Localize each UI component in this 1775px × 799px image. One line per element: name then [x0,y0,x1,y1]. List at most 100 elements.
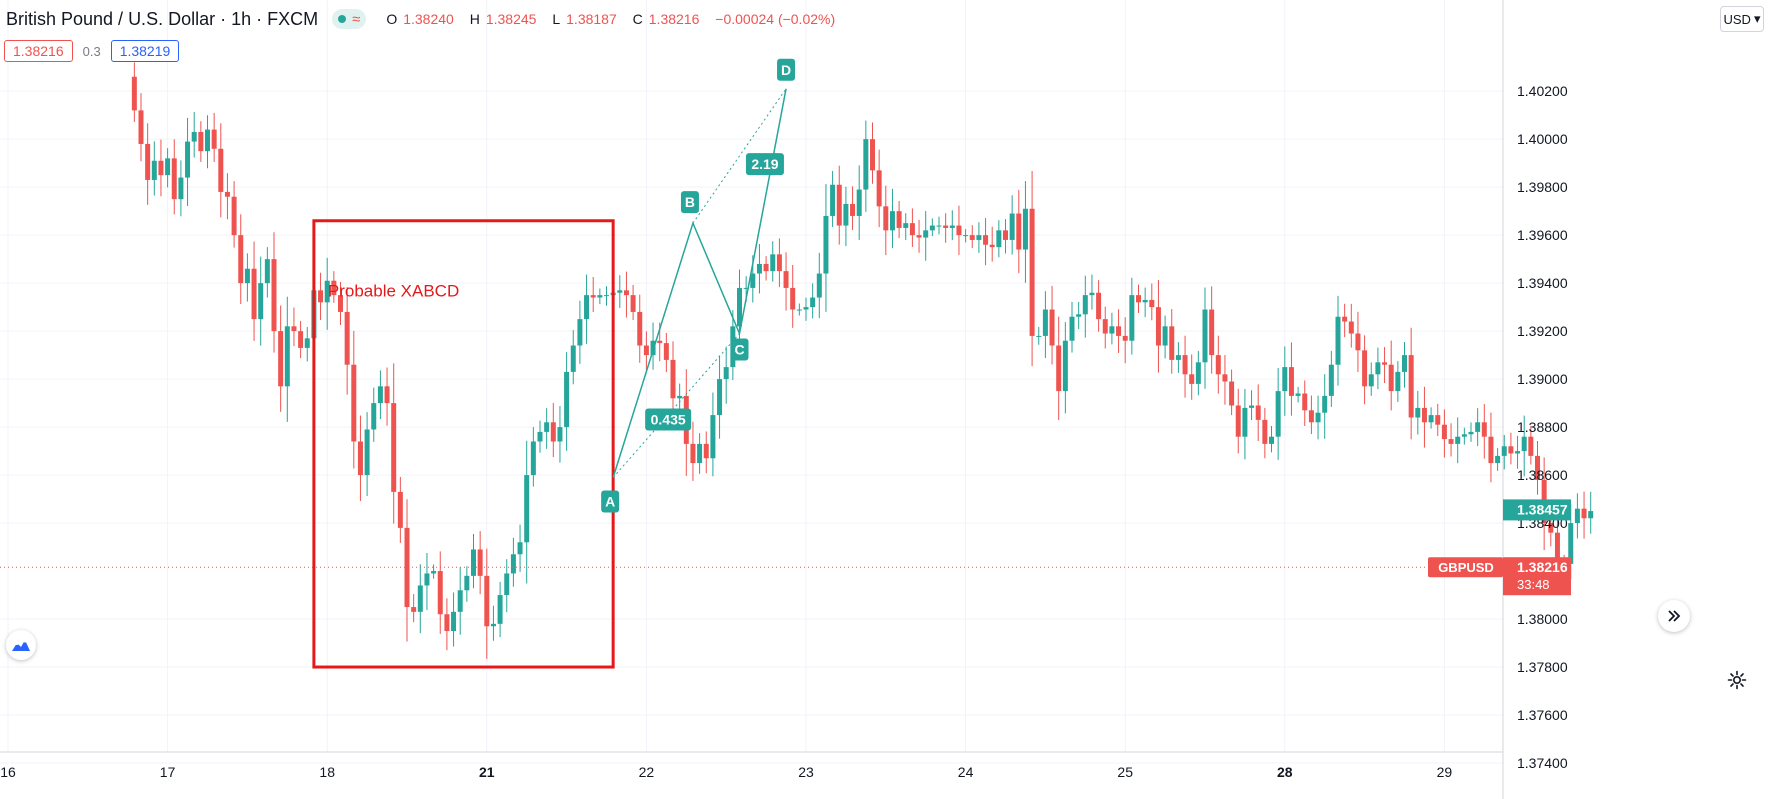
candle-body[interactable] [803,307,809,310]
candle-body[interactable] [1475,422,1481,432]
candle-body[interactable] [564,371,570,428]
candle-body[interactable] [1375,362,1381,375]
candle-body[interactable] [1215,355,1221,375]
candle-body[interactable] [145,143,151,180]
ratio-label-bd-bg[interactable] [745,153,784,176]
point-label-c-bg[interactable] [730,338,749,361]
candle-body[interactable] [1488,436,1494,464]
candle-body[interactable] [278,331,284,387]
candle-body[interactable] [384,386,390,404]
candle-body[interactable] [1335,316,1341,365]
candle-body[interactable] [1082,295,1088,315]
candle-body[interactable] [291,326,297,332]
candle-body[interactable] [1528,436,1534,456]
candle-body[interactable] [1169,326,1175,360]
candle-body[interactable] [1255,405,1261,420]
candle-body[interactable] [544,422,550,432]
candle-body[interactable] [1368,374,1374,387]
candle-body[interactable] [158,160,164,176]
candle-body[interactable] [1122,335,1128,341]
candle-body[interactable] [577,319,583,346]
candle-body[interactable] [776,254,782,272]
candle-body[interactable] [338,295,343,312]
candle-body[interactable] [1508,446,1514,454]
candle-body[interactable] [1102,319,1108,334]
candle-body[interactable] [431,571,437,574]
candle-body[interactable] [138,110,144,144]
pattern-legs[interactable] [612,88,787,478]
candle-body[interactable] [1441,424,1447,440]
candle-body[interactable] [623,290,629,296]
candle-body[interactable] [1382,362,1388,365]
candle-body[interactable] [876,170,882,207]
candle-body[interactable] [1062,340,1068,392]
candle-body[interactable] [1096,292,1102,320]
candle-body[interactable] [856,189,862,216]
candle-body[interactable] [1222,374,1228,382]
candle-body[interactable] [717,379,723,416]
candle-body[interactable] [351,364,357,442]
candle-body[interactable] [1448,439,1454,444]
candle-body[interactable] [224,191,230,197]
candle-body[interactable] [1042,309,1048,336]
candle-body[interactable] [271,259,277,332]
candle-body[interactable] [550,422,556,442]
candle-body[interactable] [1069,316,1075,341]
candle-body[interactable] [1355,333,1361,351]
candle-body[interactable] [1581,508,1587,519]
candle-body[interactable] [630,295,636,312]
candle-body[interactable] [218,148,224,192]
candle-body[interactable] [796,309,802,311]
candle-body[interactable] [391,403,397,492]
candle-body[interactable] [444,614,450,632]
candle-body[interactable] [524,475,530,543]
candle-body[interactable] [763,263,769,272]
candle-body[interactable] [344,311,350,365]
candle-body[interactable] [404,527,410,608]
candle-body[interactable] [510,554,516,574]
candle-body[interactable] [909,223,915,236]
candle-body[interactable] [1302,393,1308,411]
candle-body[interactable] [1308,410,1314,423]
candle-body[interactable] [231,196,237,236]
candle-body[interactable] [1322,395,1328,413]
market-status-icon[interactable] [338,15,347,23]
candle-body[interactable] [710,415,716,459]
candle-body[interactable] [1574,508,1580,524]
candle-body[interactable] [1408,355,1414,418]
candle-body[interactable] [1288,367,1294,396]
candle-body[interactable] [770,254,776,272]
candle-body[interactable] [604,295,609,297]
candle-body[interactable] [397,491,403,528]
currency-button[interactable]: USD ▾ [1720,6,1764,32]
candle-body[interactable] [1342,316,1348,322]
candle-body[interactable] [843,203,849,226]
candle-body[interactable] [1521,436,1527,452]
candle-body[interactable] [304,338,310,348]
candle-body[interactable] [1009,213,1015,240]
candle-body[interactable] [298,331,304,348]
candle-body[interactable] [411,607,417,612]
candle-body[interactable] [1388,364,1394,392]
candle-body[interactable] [244,268,250,284]
candle-body[interactable] [1182,355,1188,375]
candle-body[interactable] [1515,451,1521,454]
candle-body[interactable] [1455,436,1461,444]
candle-body[interactable] [697,443,703,464]
candle-body[interactable] [969,235,975,240]
candle-body[interactable] [956,225,962,236]
candle-body[interactable] [1175,355,1181,360]
candle-body[interactable] [1129,295,1135,341]
candle-body[interactable] [490,623,496,627]
candle-body[interactable] [1435,415,1441,425]
candle-body[interactable] [737,287,742,327]
candle-body[interactable] [211,129,217,149]
candle-body[interactable] [1202,309,1208,363]
candle-body[interactable] [836,184,842,226]
candle-body[interactable] [251,268,257,320]
candle-body[interactable] [690,443,696,464]
candle-body[interactable] [417,585,423,612]
candle-body[interactable] [178,177,184,200]
candle-body[interactable] [191,131,197,142]
